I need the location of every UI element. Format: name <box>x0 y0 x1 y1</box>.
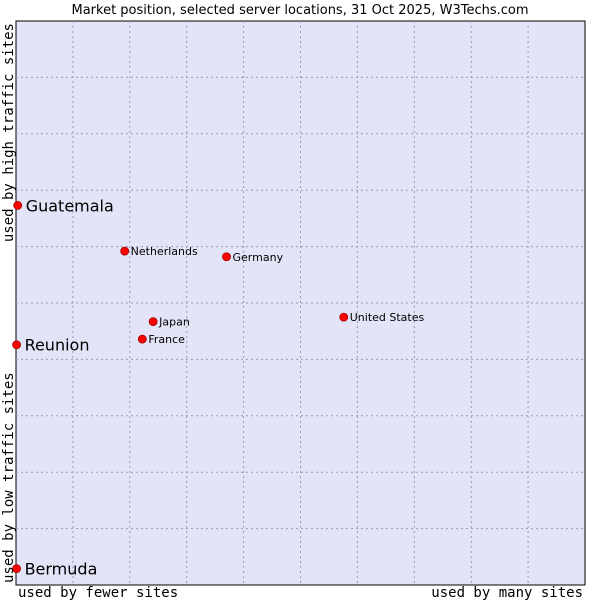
grid-lines <box>16 21 585 585</box>
point-reunion <box>12 340 21 350</box>
y-axis-label-high: used by high traffic sites <box>1 23 17 242</box>
point-netherlands <box>120 246 130 256</box>
point-germany <box>222 252 231 262</box>
point-label-france: France <box>148 333 185 346</box>
data-points: Guatemala Netherlands Germany United States… <box>12 196 425 579</box>
point-label-reunion: Reunion <box>25 336 90 355</box>
point-france <box>137 334 147 344</box>
point-japan <box>148 317 158 327</box>
point-label-germany: Germany <box>233 251 284 264</box>
point-label-netherlands: Netherlands <box>131 245 198 258</box>
point-guatemala <box>13 201 23 210</box>
point-united-states <box>339 312 349 322</box>
x-axis-label-low: used by fewer sites <box>18 585 178 600</box>
point-label-united-states: United States <box>350 311 425 324</box>
chart-title: Market position, selected server locatio… <box>71 3 528 18</box>
point-label-bermuda: Bermuda <box>25 560 98 579</box>
point-bermuda <box>12 564 21 574</box>
point-label-guatemala: Guatemala <box>26 196 114 215</box>
y-axis-label-low: used by low traffic sites <box>1 372 17 583</box>
x-axis-label-high: used by many sites <box>431 585 583 600</box>
point-label-japan: Japan <box>158 316 190 329</box>
